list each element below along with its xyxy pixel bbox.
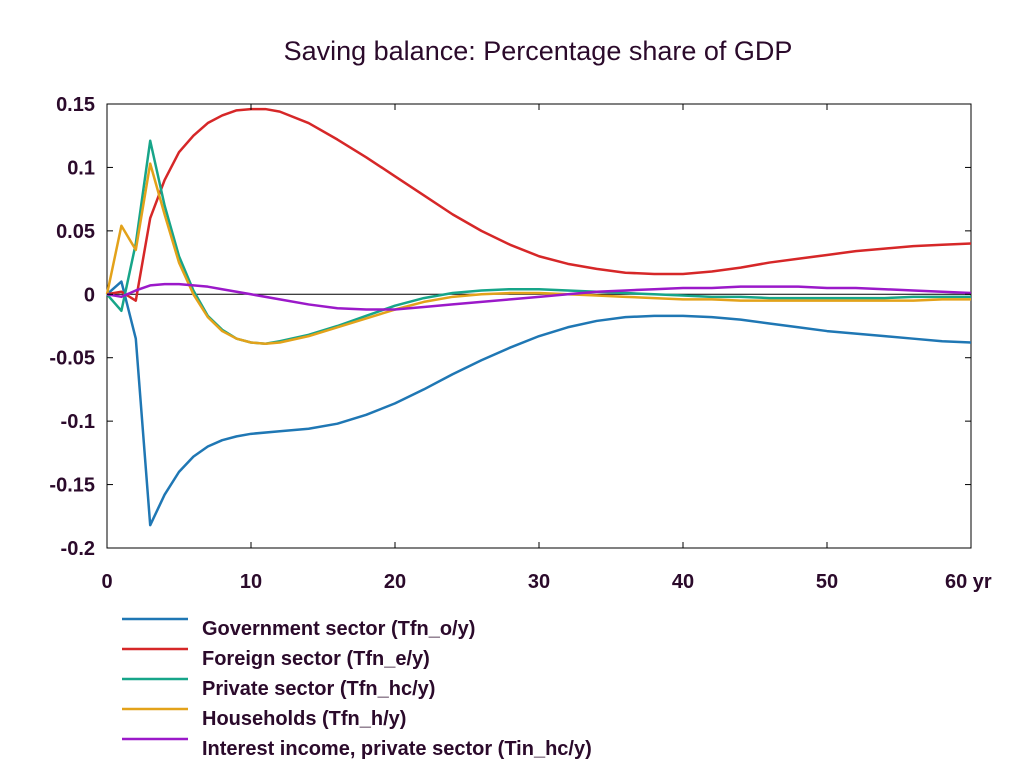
y-tick-label: -0.15 xyxy=(49,475,95,497)
x-tick-label: 10 xyxy=(240,571,262,593)
y-tick-label: -0.1 xyxy=(61,411,95,433)
legend-label-1: Government sector (Tfn_o/y) xyxy=(202,618,475,640)
series-line-5 xyxy=(106,282,972,311)
series-line-2 xyxy=(106,107,972,302)
y-tick-label: 0.1 xyxy=(67,157,95,179)
y-tick-label: 0.05 xyxy=(56,221,95,243)
y-tick-label: -0.2 xyxy=(61,538,95,560)
y-tick-label: 0.15 xyxy=(56,94,95,116)
plot-border xyxy=(106,103,972,549)
series-line-3 xyxy=(106,139,971,346)
x-tick-label: 60 yr xyxy=(945,571,992,593)
axis-layer: 0.15 0.1 0.05 0 -0.05 -0.1 -0.15 -0.2 0 10 20 30 40 5… xyxy=(49,94,992,593)
x-tick-label: 50 xyxy=(816,571,838,593)
plot-frame xyxy=(106,103,972,549)
legend-label-3: Private sector (Tfn_hc/y) xyxy=(202,678,435,700)
y-tick-label: -0.05 xyxy=(49,348,95,370)
legend-label-4: Households (Tfn_h/y) xyxy=(202,708,406,730)
series-layer xyxy=(105,107,972,527)
series-line-4 xyxy=(105,162,971,346)
legend-label-2: Foreign sector (Tfn_e/y) xyxy=(202,648,430,670)
legend: Government sector (Tfn_o/y) Foreign secto… xyxy=(122,617,592,760)
y-tick-label: 0 xyxy=(84,284,95,306)
x-tick-label: 0 xyxy=(101,571,112,593)
series-line-1 xyxy=(106,280,972,527)
legend-label-5: Interest income, private sector (Tin_hc/… xyxy=(202,738,592,760)
x-tick-label: 30 xyxy=(528,571,550,593)
x-tick-label: 20 xyxy=(384,571,406,593)
x-tick-label: 40 xyxy=(672,571,694,593)
chart-title: Saving balance: Percentage share of GDP xyxy=(284,36,793,66)
